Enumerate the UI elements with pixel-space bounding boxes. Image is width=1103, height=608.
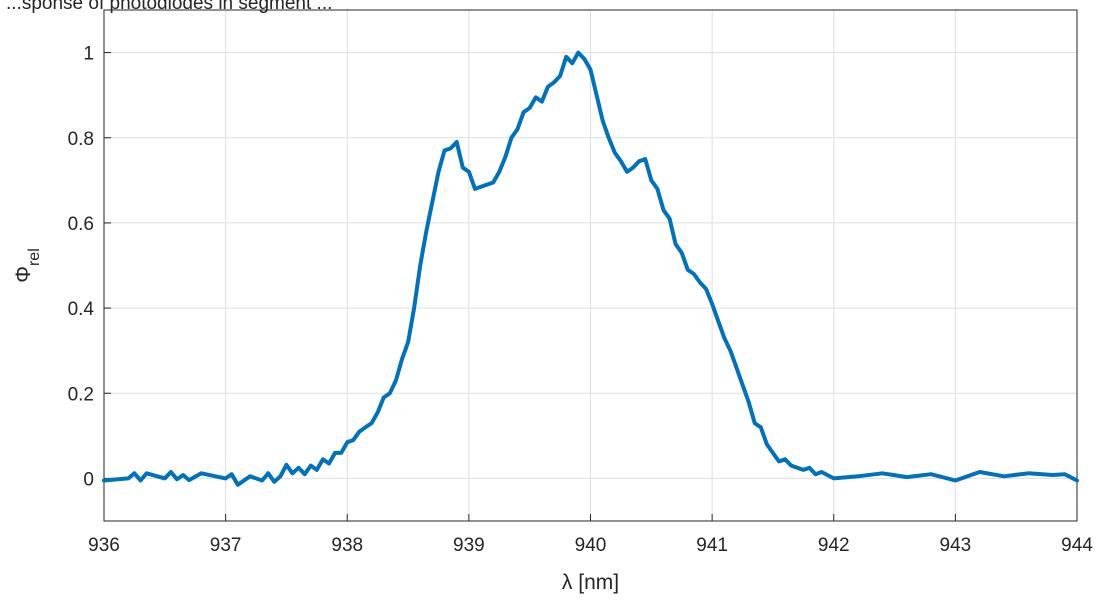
x-tick-label: 943	[940, 535, 972, 556]
x-tick-label: 938	[331, 535, 363, 556]
y-tick-label: 0.6	[68, 214, 94, 235]
y-tick-label: 0.8	[68, 129, 94, 150]
x-tick-label: 939	[453, 535, 485, 556]
y-tick-label: 1	[83, 44, 94, 65]
y-axis-label-main: Φ	[12, 266, 35, 283]
chart-title: ...sponse of photodiodes in segment ...	[6, 0, 332, 14]
y-axis-label: Φrel	[12, 248, 43, 283]
x-tick-label: 941	[696, 535, 728, 556]
series-line	[102, 50, 1079, 487]
x-tick-label: 937	[210, 535, 242, 556]
x-tick-labels: 936 937 938 939 940 941 942 943 944	[88, 535, 1093, 556]
x-tick-label: 940	[575, 535, 607, 556]
y-tick-label: 0.4	[68, 299, 95, 320]
x-axis-label: λ [nm]	[562, 571, 619, 594]
y-tick-label: 0.2	[68, 384, 94, 405]
y-tick-label: 0	[83, 469, 94, 490]
x-tick-label: 936	[88, 535, 120, 556]
grid-lines	[103, 10, 1078, 521]
x-tick-label: 944	[1061, 535, 1093, 556]
x-tick-label: 942	[818, 535, 850, 556]
y-tick-labels: 0 0.2 0.4 0.6 0.8 1	[68, 44, 95, 491]
y-axis-label-subscript: rel	[26, 248, 43, 266]
